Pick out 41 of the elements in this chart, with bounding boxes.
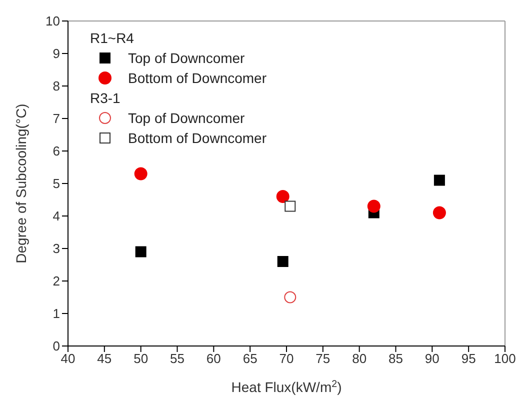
legend-label: Bottom of Downcomer	[128, 129, 266, 148]
x-tick-label: 50	[134, 351, 148, 366]
y-tick-label: 3	[52, 241, 60, 256]
y-tick-label: 5	[52, 176, 60, 192]
x-tick-label: 90	[424, 351, 440, 366]
annotation: R3-1	[90, 89, 122, 108]
x-tick-label: 80	[352, 351, 367, 366]
point	[276, 190, 290, 203]
legend-label: Top of Downcomer	[128, 109, 245, 128]
point	[432, 206, 446, 220]
point	[277, 256, 288, 267]
x-tick-label: 60	[206, 351, 221, 366]
legend-label: Top of Downcomer	[128, 49, 245, 68]
point	[367, 200, 380, 213]
x-tick-label: 45	[97, 351, 112, 366]
point	[284, 200, 296, 212]
x-tick-label: 75	[316, 351, 330, 366]
y-tick-label: 9	[52, 46, 60, 62]
point	[434, 174, 445, 186]
x-axis-title: Heat Flux(kW/m$^{2}$)	[231, 378, 342, 395]
legend-label: Bottom of Downcomer	[128, 69, 266, 88]
y-tick-label: 10	[46, 14, 60, 29]
x-tick-label: 100	[494, 351, 516, 366]
y-tick-label: 4	[52, 208, 60, 224]
x-tick-label: 65	[242, 351, 258, 366]
y-tick-label: 0	[52, 338, 60, 354]
x-tick-label: 70	[279, 351, 294, 366]
annotation: R1~R4	[90, 29, 135, 48]
y-tick-label: 8	[52, 78, 60, 94]
y-axis-title: Degree of Subcooling(°C)	[13, 104, 29, 264]
y-tick-label: 7	[52, 111, 60, 126]
x-tick-label: 85	[388, 351, 403, 366]
x-tick-label: 40	[60, 351, 76, 366]
y-tick-label: 2	[52, 274, 60, 289]
x-tick-label: 95	[461, 351, 476, 366]
x-tick-label: 55	[170, 351, 184, 366]
y-tick-label: 6	[52, 144, 60, 159]
point	[135, 246, 146, 258]
y-tick-label: 1	[52, 306, 60, 322]
point	[284, 291, 296, 304]
point	[134, 167, 148, 180]
